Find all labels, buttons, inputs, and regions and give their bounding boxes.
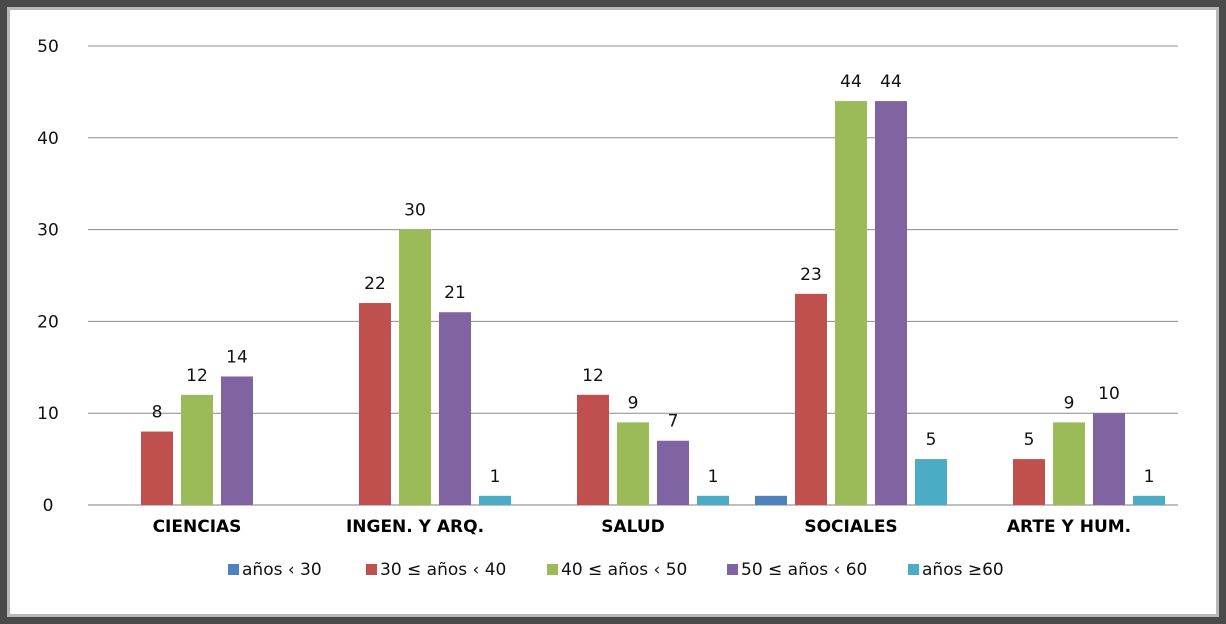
bar bbox=[755, 495, 787, 505]
bar bbox=[795, 293, 827, 505]
legend-label: años ≥60 bbox=[922, 560, 1004, 580]
legend-item: años ‹ 30 bbox=[228, 560, 322, 580]
category-label: SOCIALES bbox=[804, 517, 897, 537]
legend-item: 40 ≤ años ‹ 50 bbox=[547, 560, 687, 580]
legend-item: 30 ≤ años ‹ 40 bbox=[366, 560, 506, 580]
data-label: 5 bbox=[926, 430, 937, 450]
data-label: 1 bbox=[1144, 467, 1155, 487]
bar bbox=[141, 431, 173, 505]
bar bbox=[875, 101, 907, 505]
bar bbox=[617, 422, 649, 505]
legend-label: 50 ≤ años ‹ 60 bbox=[741, 560, 867, 580]
bar bbox=[181, 394, 213, 505]
category-label: CIENCIAS bbox=[153, 517, 242, 537]
y-tick-label: 40 bbox=[37, 129, 59, 149]
y-tick-label: 10 bbox=[37, 404, 59, 424]
legend-swatch bbox=[366, 564, 377, 575]
legend-swatch bbox=[727, 564, 738, 575]
y-tick-label: 20 bbox=[37, 312, 59, 332]
data-label: 23 bbox=[800, 265, 822, 285]
gridlines bbox=[88, 45, 1178, 506]
y-tick-label: 50 bbox=[37, 37, 59, 57]
bar bbox=[359, 303, 391, 505]
bar bbox=[221, 376, 253, 505]
bar bbox=[657, 440, 689, 505]
chart-frame: 0 10 20 30 40 50 8 12 14 22 30 21 1 12 9 7 1 23 44 44 5 5 9 10… bbox=[3, 3, 1223, 621]
bar bbox=[479, 495, 511, 505]
data-labels: 8 12 14 22 30 21 1 12 9 7 1 23 44 44 5 5 9 10 1 bbox=[152, 72, 1155, 487]
data-label: 22 bbox=[364, 274, 386, 294]
legend-swatch bbox=[908, 564, 919, 575]
data-label: 21 bbox=[444, 283, 466, 303]
legend-item: 50 ≤ años ‹ 60 bbox=[727, 560, 867, 580]
data-label: 12 bbox=[186, 366, 208, 386]
bar bbox=[577, 394, 609, 505]
data-label: 10 bbox=[1098, 384, 1120, 404]
legend-label: 30 ≤ años ‹ 40 bbox=[380, 560, 506, 580]
data-label: 1 bbox=[490, 467, 501, 487]
bar bbox=[1133, 495, 1165, 505]
data-label: 9 bbox=[1064, 393, 1075, 413]
y-axis-ticks: 0 10 20 30 40 50 bbox=[37, 37, 59, 516]
legend-swatch bbox=[228, 564, 239, 575]
bar bbox=[835, 101, 867, 505]
data-label: 1 bbox=[708, 467, 719, 487]
legend-swatch bbox=[547, 564, 558, 575]
data-label: 8 bbox=[152, 403, 163, 423]
data-label: 9 bbox=[628, 393, 639, 413]
bar bbox=[439, 312, 471, 505]
legend: años ‹ 30 30 ≤ años ‹ 40 40 ≤ años ‹ 50 50 … bbox=[228, 560, 1004, 580]
bar bbox=[399, 229, 431, 505]
data-label: 5 bbox=[1024, 430, 1035, 450]
data-label: 44 bbox=[880, 72, 902, 92]
data-label: 7 bbox=[668, 412, 679, 432]
bar bbox=[1013, 459, 1045, 505]
bar bbox=[1093, 413, 1125, 505]
data-label: 44 bbox=[840, 72, 862, 92]
category-label: ARTE Y HUM. bbox=[1007, 517, 1131, 537]
legend-label: años ‹ 30 bbox=[242, 560, 322, 580]
y-tick-label: 30 bbox=[37, 221, 59, 241]
bar bbox=[697, 495, 729, 505]
data-label: 12 bbox=[582, 366, 604, 386]
x-axis-categories: CIENCIAS INGEN. Y ARQ. SALUD SOCIALES ARTE Y… bbox=[153, 517, 1132, 537]
legend-item: años ≥60 bbox=[908, 560, 1004, 580]
y-tick-label: 0 bbox=[43, 496, 54, 516]
bar bbox=[915, 459, 947, 505]
bars bbox=[141, 101, 1165, 505]
data-label: 30 bbox=[404, 201, 426, 221]
chart-area: 0 10 20 30 40 50 8 12 14 22 30 21 1 12 9 7 1 23 44 44 5 5 9 10… bbox=[7, 7, 1219, 617]
bar bbox=[1053, 422, 1085, 505]
category-label: SALUD bbox=[601, 517, 665, 537]
data-label: 14 bbox=[226, 347, 248, 367]
legend-label: 40 ≤ años ‹ 50 bbox=[561, 560, 687, 580]
category-label: INGEN. Y ARQ. bbox=[346, 517, 484, 537]
